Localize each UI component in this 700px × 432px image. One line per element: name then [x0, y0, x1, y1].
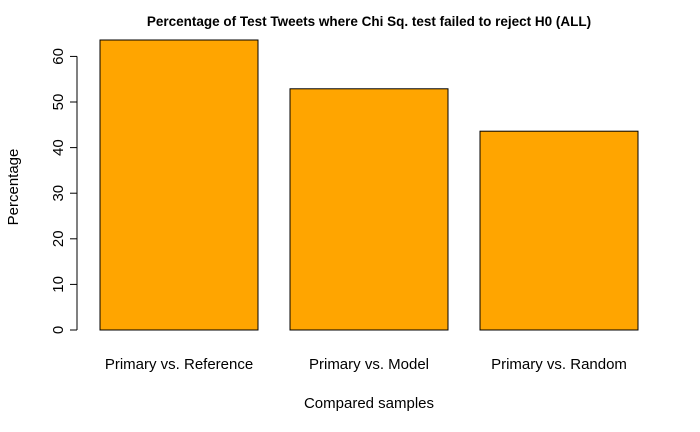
y-axis-title: Percentage [5, 149, 22, 226]
y-tick-label: 30 [50, 185, 67, 202]
bar [289, 88, 449, 331]
y-tick-label: 40 [50, 139, 67, 156]
y-tick-label: 50 [50, 94, 67, 111]
y-tick-label: 20 [50, 230, 67, 247]
bar [99, 39, 259, 331]
bars [99, 39, 639, 331]
y-tick-label: 60 [50, 48, 67, 65]
y-tick-label: 0 [50, 326, 67, 334]
y-tick-label: 10 [50, 276, 67, 293]
x-category-label: Primary vs. Reference [105, 356, 253, 373]
x-category-label: Primary vs. Model [309, 356, 429, 373]
x-axis-title: Compared samples [304, 395, 434, 412]
bar [479, 130, 639, 331]
x-category-label: Primary vs. Random [491, 356, 627, 373]
chart-title: Percentage of Test Tweets where Chi Sq. … [147, 14, 591, 29]
x-axis-labels: Primary vs. Reference Primary vs. Model Pr… [105, 356, 627, 373]
y-axis: 0 10 20 30 40 50 60 [50, 48, 78, 334]
